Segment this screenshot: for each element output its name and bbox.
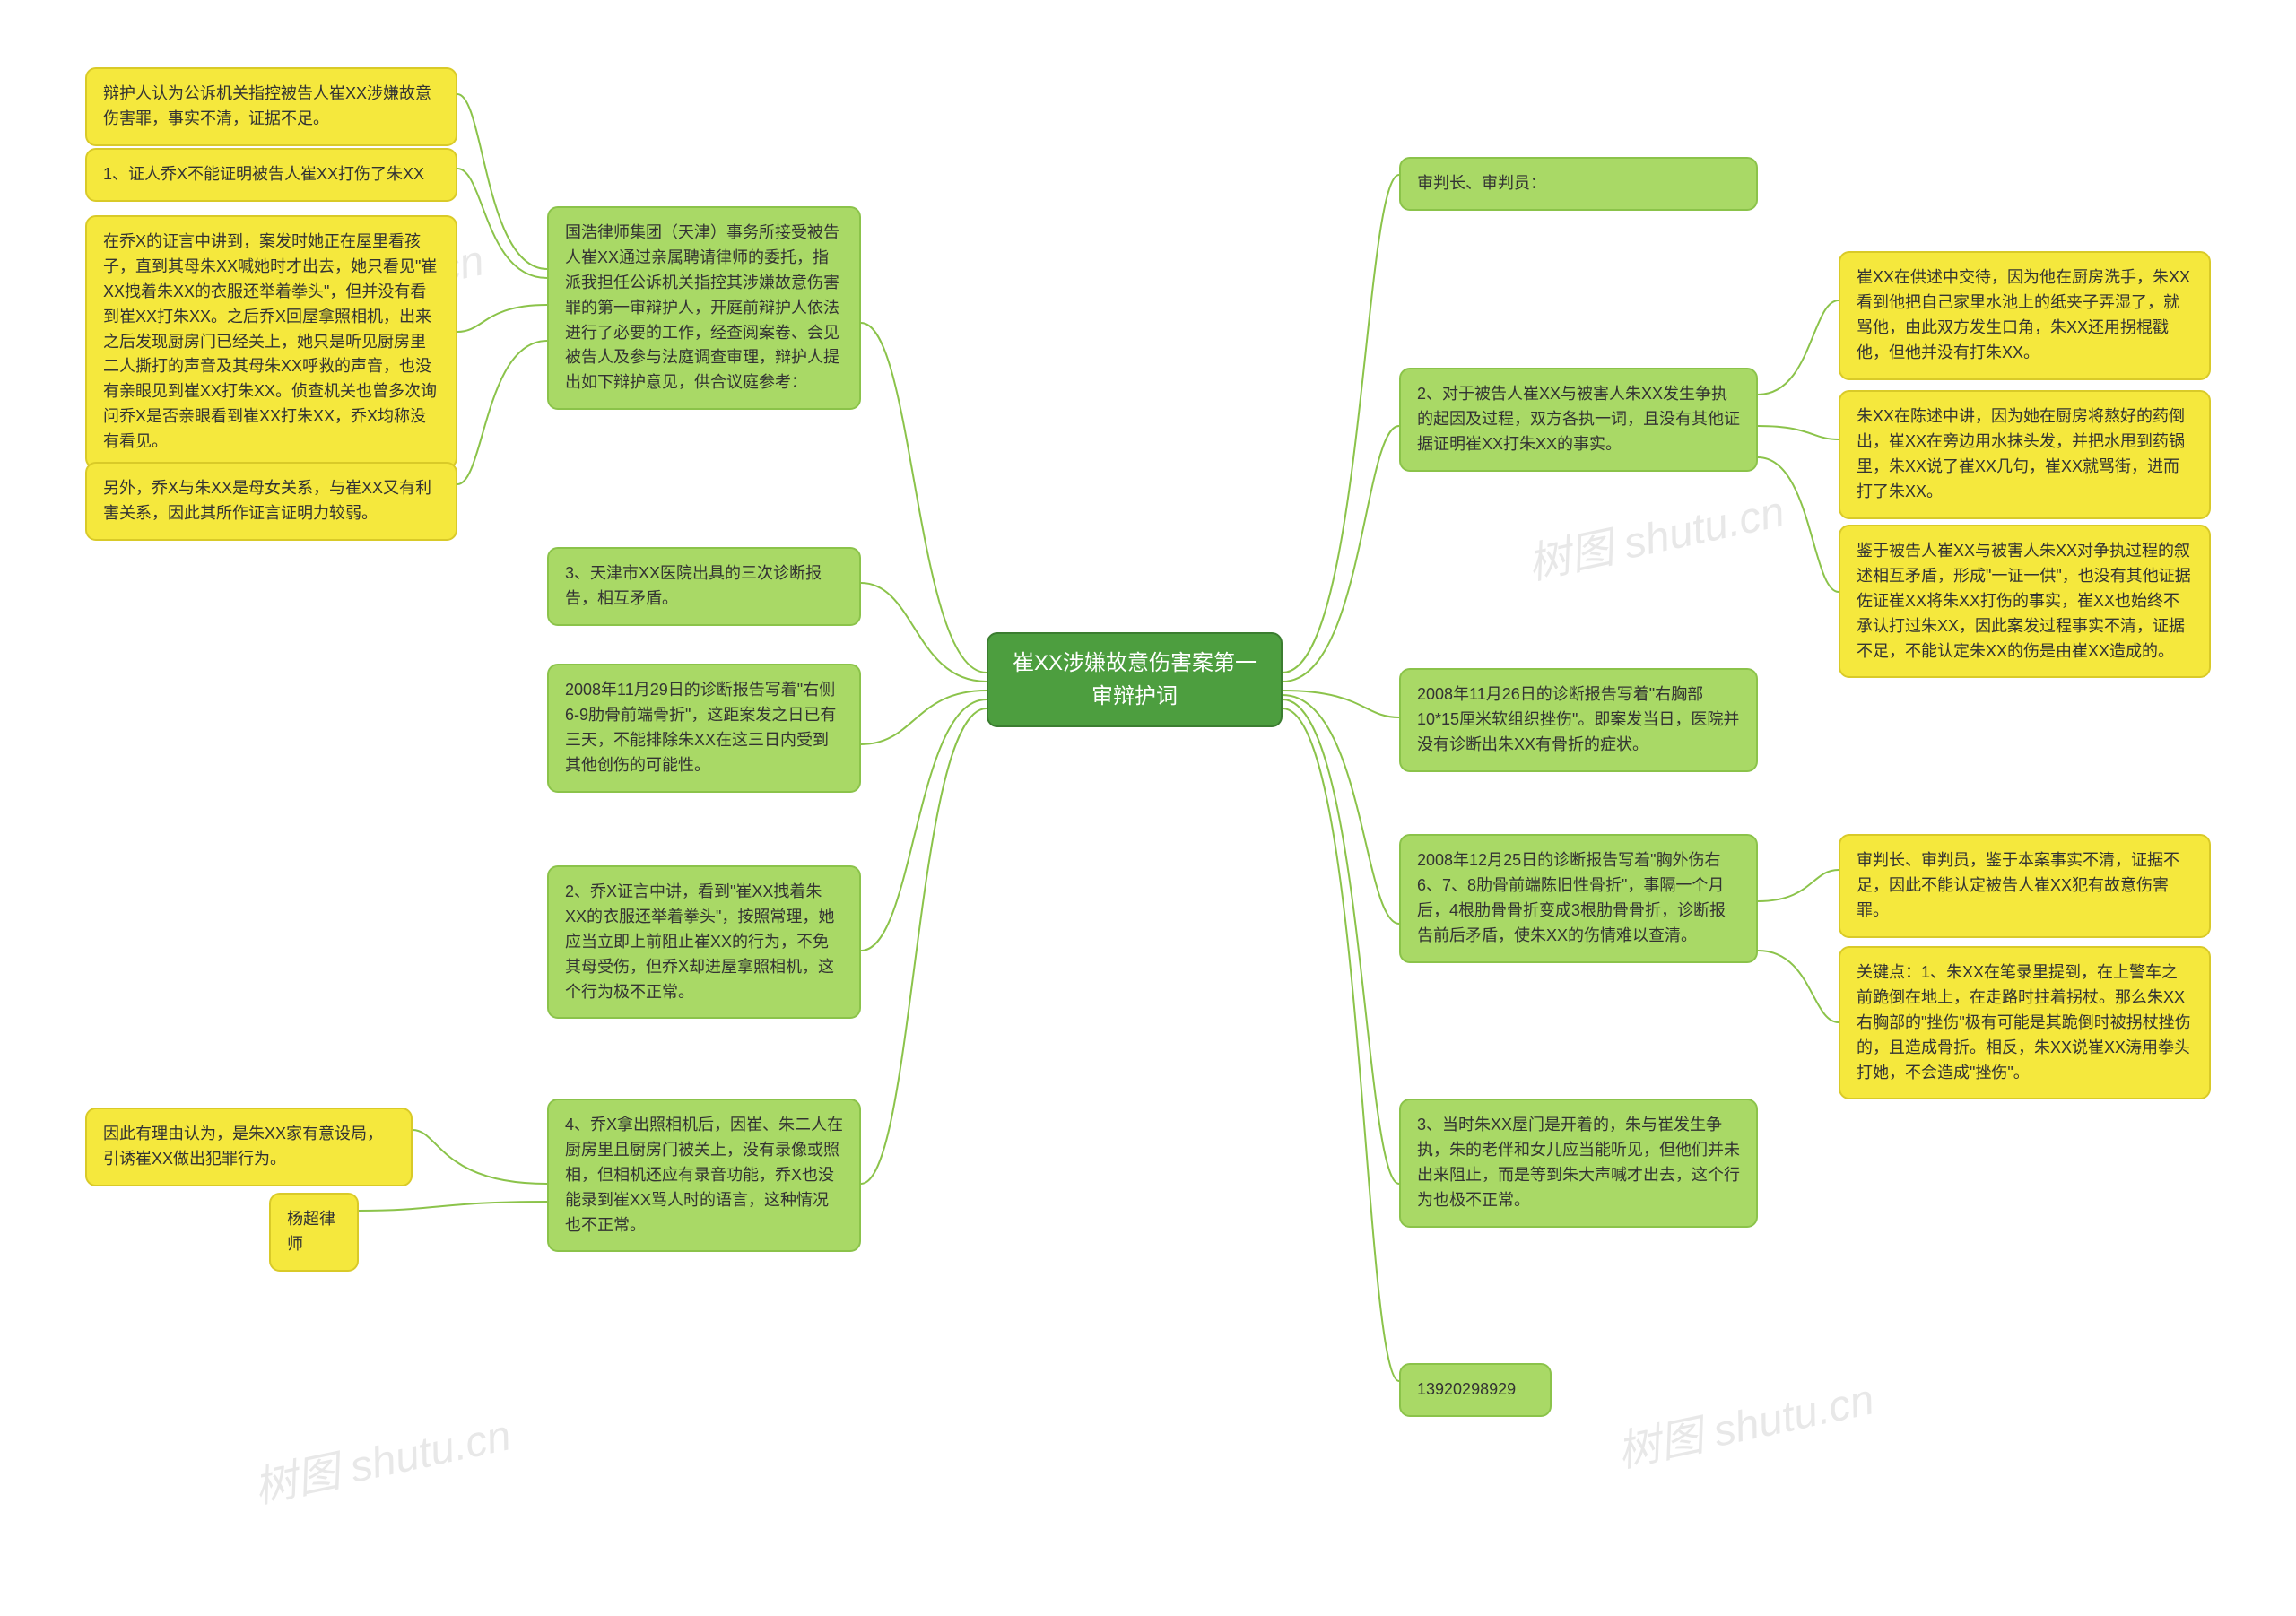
leaf-keypoint[interactable]: 关键点：1、朱XX在笔录里提到，在上警车之前跪倒在地上，在走路时拄着拐杖。那么朱… <box>1839 946 2211 1099</box>
watermark: 树图 shutu.cn <box>248 1400 516 1516</box>
leaf-top2[interactable]: 1、证人乔X不能证明被告人崔XX打伤了朱XX <box>85 148 457 202</box>
watermark: 树图 shutu.cn <box>1521 476 1789 592</box>
right-judges[interactable]: 审判长、审判员： <box>1399 157 1758 211</box>
left-n2[interactable]: 2、乔X证言中讲，看到"崔XX拽着朱XX的衣服还举着拳头"，按照常理，她应当立即… <box>547 865 861 1019</box>
leaf-lawyer[interactable]: 杨超律师 <box>269 1193 359 1272</box>
left-n3[interactable]: 3、天津市XX医院出具的三次诊断报告，相互矛盾。 <box>547 547 861 626</box>
leaf-bottom1[interactable]: 因此有理由认为，是朱XX家有意设局，引诱崔XX做出犯罪行为。 <box>85 1108 413 1186</box>
right-n2[interactable]: 2、对于被告人崔XX与被害人朱XX发生争执的起因及过程，双方各执一词，且没有其他… <box>1399 368 1758 472</box>
right-dec25[interactable]: 2008年12月25日的诊断报告写着"胸外伤右6、7、8肋骨前端陈旧性骨折"，事… <box>1399 834 1758 963</box>
right-nov26[interactable]: 2008年11月26日的诊断报告写着"右胸部10*15厘米软组织挫伤"。即案发当… <box>1399 668 1758 772</box>
leaf-zhu[interactable]: 朱XX在陈述中讲，因为她在厨房将熬好的药倒出，崔XX在旁边用水抹头发，并把水甩到… <box>1839 390 2211 519</box>
leaf-cui[interactable]: 崔XX在供述中交待，因为他在厨房洗手，朱XX看到他把自己家里水池上的纸夹子弄湿了… <box>1839 251 2211 380</box>
root-node[interactable]: 崔XX涉嫌故意伤害案第一审辩护词 <box>987 632 1283 727</box>
leaf-top1[interactable]: 辩护人认为公诉机关指控被告人崔XX涉嫌故意伤害罪，事实不清，证据不足。 <box>85 67 457 146</box>
left-intro[interactable]: 国浩律师集团（天津）事务所接受被告人崔XX通过亲属聘请律师的委托，指派我担任公诉… <box>547 206 861 410</box>
leaf-ruling[interactable]: 审判长、审判员，鉴于本案事实不清，证据不足，因此不能认定被告人崔XX犯有故意伤害… <box>1839 834 2211 938</box>
leaf-conflict[interactable]: 鉴于被告人崔XX与被害人朱XX对争执过程的叙述相互矛盾，形成"一证一供"，也没有… <box>1839 525 2211 678</box>
right-n3[interactable]: 3、当时朱XX屋门是开着的，朱与崔发生争执，朱的老伴和女儿应当能听见，但他们并未… <box>1399 1099 1758 1228</box>
leaf-qiao-rel[interactable]: 另外，乔X与朱XX是母女关系，与崔XX又有利害关系，因此其所作证言证明力较弱。 <box>85 462 457 541</box>
left-nov29[interactable]: 2008年11月29日的诊断报告写着"右侧6-9肋骨前端骨折"，这距案发之日已有… <box>547 664 861 793</box>
left-n4[interactable]: 4、乔X拿出照相机后，因崔、朱二人在厨房里且厨房门被关上，没有录像或照相，但相机… <box>547 1099 861 1252</box>
leaf-qiao-detail[interactable]: 在乔X的证言中讲到，案发时她正在屋里看孩子，直到其母朱XX喊她时才出去，她只看见… <box>85 215 457 469</box>
watermark: 树图 shutu.cn <box>1611 1364 1879 1480</box>
right-phone[interactable]: 13920298929 <box>1399 1363 1552 1417</box>
